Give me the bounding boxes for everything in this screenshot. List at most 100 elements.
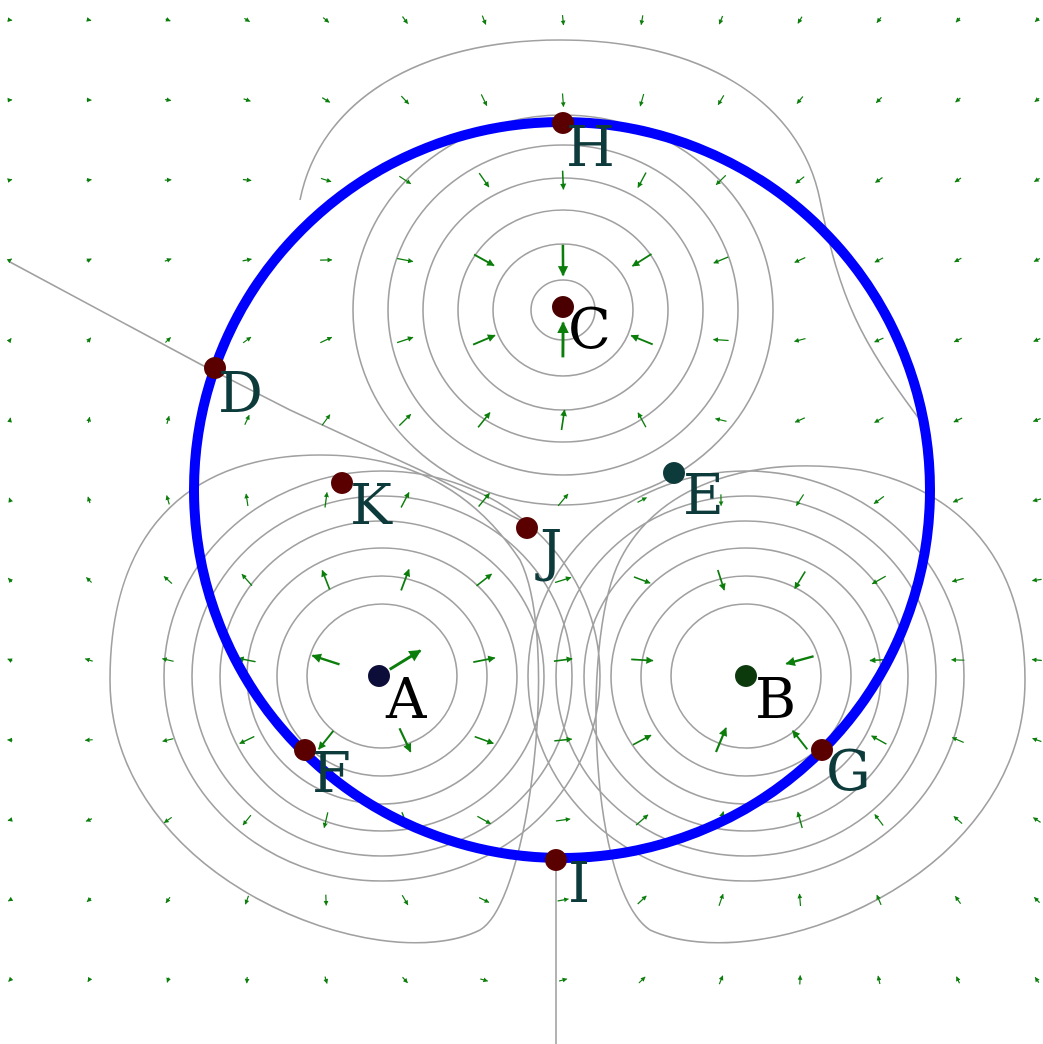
field-arrow bbox=[320, 336, 333, 344]
field-arrow bbox=[473, 655, 496, 663]
point-h bbox=[552, 112, 574, 134]
field-arrow bbox=[244, 17, 251, 23]
field-arrow bbox=[474, 735, 494, 745]
field-arrow bbox=[630, 334, 654, 346]
field-arrow bbox=[7, 417, 12, 423]
contour-B-3 bbox=[583, 520, 909, 832]
point-e bbox=[663, 462, 685, 484]
field-arrow bbox=[638, 976, 646, 984]
field-arrow bbox=[796, 811, 803, 829]
field-arrow bbox=[162, 737, 174, 743]
field-arrow bbox=[874, 814, 884, 826]
field-arrow bbox=[323, 976, 329, 984]
field-arrow bbox=[951, 737, 964, 743]
field-arrow bbox=[86, 337, 92, 343]
field-arrow bbox=[480, 977, 489, 983]
field-arrow bbox=[478, 492, 490, 508]
field-arrow bbox=[400, 568, 411, 591]
field-arrow bbox=[795, 494, 805, 507]
field-arrow bbox=[876, 17, 882, 23]
field-arrow bbox=[954, 177, 962, 183]
field-arrow bbox=[874, 337, 884, 343]
field-arrow bbox=[554, 576, 572, 584]
field-arrow bbox=[871, 735, 887, 745]
field-arrow bbox=[1033, 257, 1041, 263]
field-arrow bbox=[637, 497, 647, 503]
field-arrow bbox=[7, 896, 14, 902]
field-arrow bbox=[560, 93, 566, 108]
field-arrow bbox=[322, 812, 329, 829]
field-arrow bbox=[875, 96, 883, 104]
field-arrow bbox=[7, 577, 14, 583]
field-arrow bbox=[794, 571, 806, 590]
field-arrow bbox=[715, 174, 727, 186]
field-arrow bbox=[560, 409, 567, 431]
point-label-e: E bbox=[683, 463, 724, 528]
field-arrow bbox=[321, 97, 331, 103]
field-arrow bbox=[955, 97, 961, 103]
field-arrow bbox=[480, 94, 488, 107]
field-arrow bbox=[635, 814, 649, 826]
point-i bbox=[545, 849, 567, 871]
contour-B-1 bbox=[640, 575, 852, 777]
field-arrow bbox=[323, 491, 329, 508]
field-arrow bbox=[560, 15, 566, 26]
field-arrow bbox=[311, 653, 340, 666]
point-label-f: F bbox=[312, 741, 351, 806]
field-arrow bbox=[1033, 817, 1041, 823]
field-arrow bbox=[477, 412, 491, 428]
field-arrow bbox=[1032, 737, 1042, 743]
field-arrow bbox=[478, 172, 490, 188]
field-arrow bbox=[785, 655, 814, 667]
field-arrow bbox=[639, 15, 645, 26]
field-arrow bbox=[164, 337, 172, 343]
field-arrow bbox=[954, 895, 962, 905]
field-arrow bbox=[402, 976, 408, 984]
contour-B-4 bbox=[555, 495, 937, 857]
field-arrow bbox=[398, 727, 412, 753]
field-arrow bbox=[7, 658, 13, 663]
contour-A-1 bbox=[276, 575, 488, 777]
field-arrow bbox=[955, 976, 961, 984]
field-arrow bbox=[875, 177, 883, 183]
field-arrow bbox=[560, 170, 567, 190]
field-arrow bbox=[718, 15, 724, 25]
field-arrow bbox=[631, 656, 654, 664]
field-arrow bbox=[397, 257, 414, 264]
field-arrow bbox=[1033, 177, 1040, 183]
field-arrow bbox=[322, 17, 330, 23]
field-arrow bbox=[715, 417, 727, 423]
field-arrow bbox=[8, 976, 14, 982]
field-arrow bbox=[473, 253, 495, 267]
field-arrow bbox=[165, 17, 171, 22]
point-f bbox=[294, 739, 316, 761]
field-arrow bbox=[477, 815, 492, 825]
field-line-upper-left bbox=[9, 261, 521, 521]
field-arrow bbox=[955, 17, 961, 23]
field-arrow bbox=[6, 258, 13, 264]
field-arrow bbox=[244, 493, 250, 507]
field-arrow bbox=[713, 256, 729, 264]
field-arrow bbox=[1033, 337, 1041, 342]
field-arrow bbox=[873, 495, 885, 505]
field-arrow bbox=[86, 897, 92, 903]
field-arrow bbox=[320, 177, 332, 183]
point-label-i: I bbox=[568, 851, 590, 916]
field-arrow bbox=[481, 15, 487, 25]
field-arrow bbox=[242, 336, 252, 344]
field-arrow bbox=[1034, 97, 1040, 103]
field-arrow bbox=[6, 338, 12, 344]
field-arrow bbox=[400, 491, 410, 508]
field-arrow bbox=[398, 413, 412, 427]
field-arrow bbox=[402, 16, 408, 24]
field-arrow bbox=[794, 417, 806, 423]
point-label-h: H bbox=[566, 115, 615, 180]
contour-B-0 bbox=[670, 603, 822, 749]
field-arrow bbox=[242, 814, 252, 826]
contour-A-0 bbox=[306, 603, 458, 749]
field-arrow bbox=[557, 493, 569, 507]
field-arrow bbox=[1031, 657, 1042, 663]
field-arrow bbox=[631, 253, 652, 267]
field-arrow bbox=[87, 496, 92, 504]
field-arrow bbox=[951, 577, 964, 583]
